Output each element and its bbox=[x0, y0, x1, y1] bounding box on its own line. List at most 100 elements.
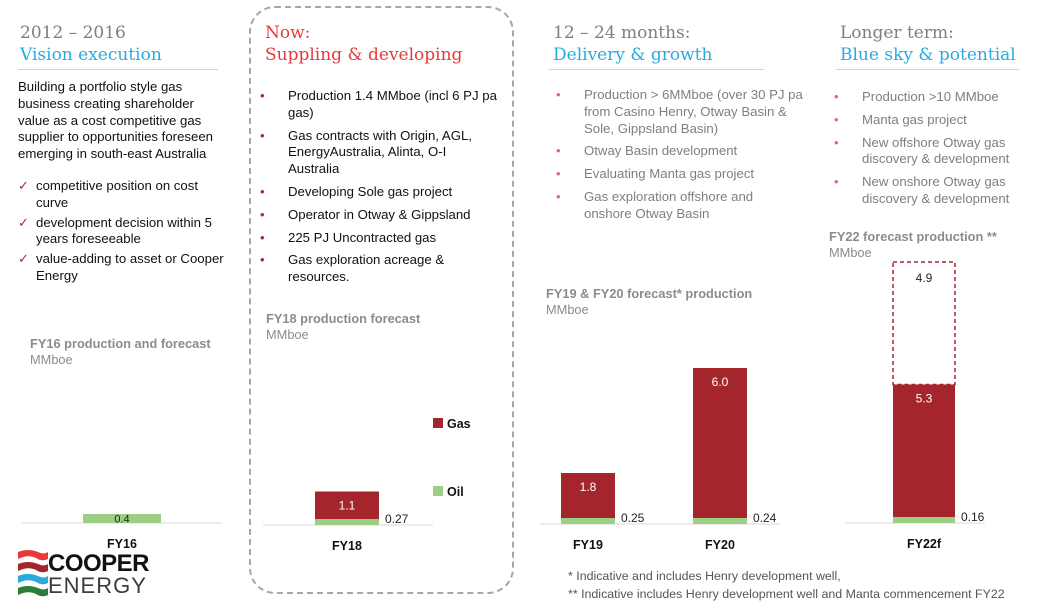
category-label: FY16 bbox=[107, 537, 137, 551]
bullet-item: • New offshore Otway gas discovery & deve… bbox=[834, 134, 1010, 167]
legend-swatch bbox=[433, 486, 443, 496]
bullet-icon: • bbox=[834, 174, 839, 190]
bullet-icon: • bbox=[260, 252, 265, 268]
oil-value-label: 0.27 bbox=[385, 512, 409, 526]
gas-bar bbox=[315, 491, 379, 519]
checklist-item: ✓ development decision within 5 years for… bbox=[18, 214, 212, 247]
bullet-icon: • bbox=[260, 183, 265, 199]
oil-bar bbox=[315, 519, 379, 525]
now-bullet-list: • Production 1.4 MMboe (incl 6 PJ pa gas)… bbox=[258, 88, 498, 292]
vision-intro-text: Building a portfolio style gas business … bbox=[18, 79, 214, 162]
column-label: Delivery & growth bbox=[553, 45, 713, 65]
chart-unit: MMboe bbox=[30, 352, 73, 367]
header-rule bbox=[836, 69, 1019, 70]
column-header-delivery: 12 – 24 months: Delivery & growth bbox=[553, 22, 712, 66]
chart-title: FY16 production and forecast bbox=[30, 336, 211, 351]
bullet-item: • Gas contracts with Origin, AGL, EnergyA… bbox=[260, 127, 472, 177]
oil-value-label: 0.24 bbox=[753, 511, 777, 525]
checklist-item: ✓ competitive position on cost curve bbox=[18, 178, 198, 210]
potential-value-label: 4.9 bbox=[916, 271, 933, 285]
footnote: ** Indicative includes Henry development… bbox=[568, 587, 1005, 601]
gas-value-label: 1.1 bbox=[339, 499, 356, 513]
chart-title-fy16: FY16 production and forecast MMboe bbox=[30, 336, 211, 368]
column-period: 12 – 24 months: bbox=[553, 23, 691, 43]
legend-label: Gas bbox=[447, 417, 471, 431]
bullet-icon: • bbox=[556, 87, 561, 102]
bullet-icon: • bbox=[556, 188, 561, 204]
chart-unit: MMboe bbox=[266, 327, 309, 342]
legend-label: Oil bbox=[447, 485, 464, 499]
bullet-item: • New onshore Otway gas discovery & devel… bbox=[834, 174, 1010, 206]
delivery-bullet-list: • Production > 6MMboe (over 30 PJ pa from… bbox=[554, 87, 804, 229]
bullet-icon: • bbox=[260, 88, 265, 103]
checklist-item: ✓ value-adding to asset or Cooper Energy bbox=[18, 251, 224, 283]
bullet-item: • Developing Sole gas project bbox=[260, 183, 453, 199]
column-header-longer-term: Longer term: Blue sky & potential bbox=[840, 22, 1016, 66]
bullet-item: • Production >10 MMboe bbox=[834, 89, 999, 104]
bullet-item: • Production 1.4 MMboe (incl 6 PJ pa gas) bbox=[260, 88, 497, 120]
check-icon: ✓ bbox=[18, 178, 29, 193]
gas-bar bbox=[561, 473, 615, 518]
category-label: FY19 bbox=[573, 538, 603, 552]
footnotes: * Indicative and includes Henry developm… bbox=[568, 567, 1005, 603]
bullet-icon: • bbox=[834, 111, 839, 127]
category-label: FY22f bbox=[907, 537, 942, 551]
chart-title: FY19 & FY20 forecast* production bbox=[546, 286, 753, 301]
gas-value-label: 1.8 bbox=[580, 480, 597, 494]
logo-wordmark: COOPER ENERGY bbox=[48, 550, 150, 598]
bullet-item: • Gas exploration offshore and onshore Ot… bbox=[556, 188, 754, 221]
bullet-item: • Otway Basin development bbox=[556, 143, 738, 159]
column-period: Now: bbox=[265, 23, 311, 43]
category-label: FY18 bbox=[332, 539, 362, 553]
chart-title-fy22: FY22 forecast production ** MMboe bbox=[829, 229, 997, 261]
chart-title-fy18: FY18 production forecast MMboe bbox=[266, 311, 420, 343]
chart-title: FY22 forecast production ** bbox=[829, 229, 997, 244]
check-icon: ✓ bbox=[18, 214, 29, 230]
gas-bar bbox=[893, 384, 955, 517]
oil-value-label: 0.25 bbox=[621, 511, 645, 525]
bullet-icon: • bbox=[260, 206, 265, 222]
bullet-item: • Manta gas project bbox=[834, 111, 967, 127]
gas-value-label: 5.3 bbox=[916, 392, 933, 406]
bullet-item: • Evaluating Manta gas project bbox=[556, 166, 755, 182]
bullet-item: • Operator in Otway & Gippsland bbox=[260, 206, 471, 222]
legend-swatch bbox=[433, 418, 443, 428]
oil-value-label: 0.4 bbox=[114, 514, 129, 526]
bullet-item: • 225 PJ Uncontracted gas bbox=[260, 229, 437, 245]
column-header-now: Now: Suppling & developing bbox=[265, 22, 462, 66]
gas-value-label: 6.0 bbox=[712, 375, 729, 389]
chart-unit: MMboe bbox=[829, 245, 872, 260]
header-rule bbox=[18, 69, 218, 70]
column-label: Blue sky & potential bbox=[840, 45, 1016, 65]
bullet-icon: • bbox=[556, 143, 561, 159]
gas-bar bbox=[693, 368, 747, 518]
column-label: Vision execution bbox=[20, 45, 162, 65]
oil-bar bbox=[893, 517, 955, 523]
oil-bar bbox=[561, 518, 615, 524]
vision-checklist: ✓ competitive position on cost curve ✓ dev… bbox=[18, 178, 233, 288]
bullet-icon: • bbox=[556, 166, 561, 182]
bullet-item: • Production > 6MMboe (over 30 PJ pa from… bbox=[556, 87, 803, 136]
column-period: 2012 – 2016 bbox=[20, 23, 126, 43]
cooper-energy-logo bbox=[18, 550, 48, 597]
chart-title: FY18 production forecast bbox=[266, 311, 421, 326]
longer-term-bullet-list: • Production >10 MMboe • Manta gas project… bbox=[832, 89, 1032, 214]
bullet-icon: • bbox=[834, 134, 839, 150]
bullet-icon: • bbox=[260, 229, 265, 245]
category-label: FY20 bbox=[705, 538, 735, 552]
column-period: Longer term: bbox=[840, 23, 954, 43]
column-label: Suppling & developing bbox=[265, 45, 463, 65]
bullet-icon: • bbox=[260, 127, 265, 143]
now-column-frame bbox=[249, 6, 514, 594]
oil-value-label: 0.16 bbox=[961, 510, 985, 524]
column-header-vision: 2012 – 2016 Vision execution bbox=[20, 22, 162, 66]
check-icon: ✓ bbox=[18, 251, 29, 267]
oil-bar bbox=[693, 518, 747, 524]
footnote: * Indicative and includes Henry developm… bbox=[568, 569, 841, 583]
chart-unit: MMboe bbox=[546, 302, 589, 317]
potential-bar bbox=[892, 261, 956, 386]
chart-title-fy19-fy20: FY19 & FY20 forecast* production MMboe bbox=[546, 286, 752, 318]
header-rule bbox=[549, 69, 764, 70]
bullet-icon: • bbox=[834, 89, 839, 104]
